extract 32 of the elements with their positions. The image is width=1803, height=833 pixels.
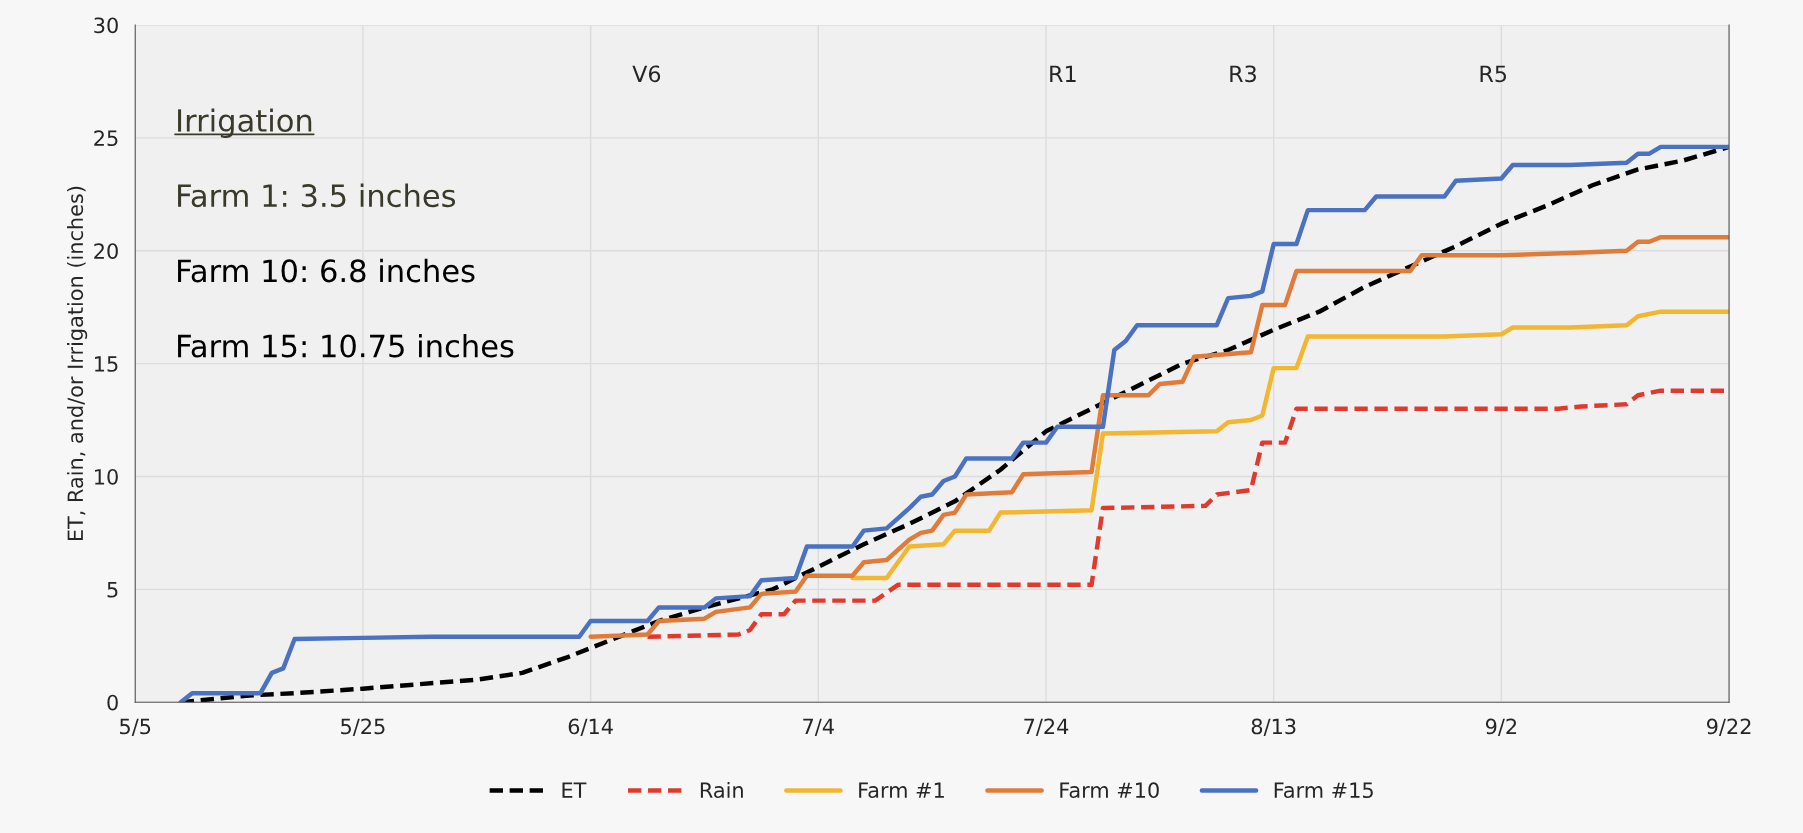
y-axis-title: ET, Rain, and/or Irrigation (inches) [67,186,88,541]
line-series [178,144,1730,703]
annotation: Farm 15: 10.75 inches [178,333,514,358]
annotation: R1 [1050,65,1076,82]
annotation: R5 [1480,65,1507,83]
y-tick-label: 5 [107,582,118,598]
annotation: V6 [632,65,661,83]
y-tick-label: 0 [107,694,118,711]
annotation: Farm 1: 3.5 inches [178,183,456,208]
x-tick-label: 6/14 [568,718,613,736]
annotation: Irrigation [178,108,312,138]
y-tick-label: 25 [94,130,118,147]
x-tick-label: 8/13 [1251,718,1296,736]
x-tick-label: 7/24 [1024,718,1069,736]
line-series [850,309,1730,581]
x-tick-label: 7/4 [803,718,834,736]
annotation: Farm 10: 6.8 inches [178,258,475,283]
legend-label: ET [562,782,587,798]
legend-label: Farm #1 [859,782,944,799]
y-tick-label: 30 [94,17,118,34]
y-tick-label: 20 [94,243,118,259]
x-tick-label: 5/25 [341,718,385,736]
x-tick-label: 9/2 [1485,718,1517,736]
annotation: R3 [1230,65,1256,83]
y-tick-label: 10 [95,468,118,485]
legend-label: Farm #10 [1060,782,1159,799]
legend-label: Rain [700,781,743,799]
line-series [588,234,1730,639]
x-tick-label: 5/5 [120,718,151,736]
legend-label: Farm #15 [1274,782,1373,799]
x-tick-label: 9/22 [1707,718,1751,736]
y-tick-label: 15 [95,356,118,372]
